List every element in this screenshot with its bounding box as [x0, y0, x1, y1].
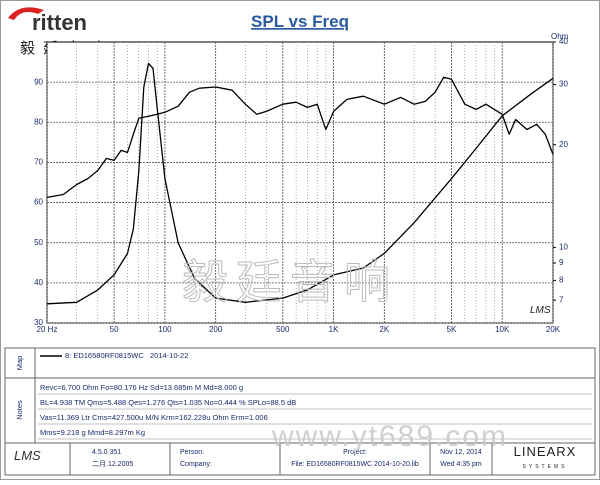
y2-tick-label: 10 — [559, 242, 568, 251]
y-tick-label: 50 — [34, 238, 43, 247]
file: File: ED16580RF0815WC 2014-10-20.lib — [291, 461, 419, 468]
chart-title: SPL vs Freq — [251, 12, 349, 31]
y2-tick-label: 7 — [559, 295, 564, 304]
note-line: Revc=6.700 Ohm Fo=80.176 Hz Sd=13.685m M… — [40, 383, 243, 392]
version-date: 二月.12.2005 — [92, 460, 133, 468]
y-tick-label: 80 — [34, 117, 43, 126]
y2-tick-label: 9 — [559, 258, 564, 267]
plot-area — [46, 41, 554, 324]
y2-tick-label: 40 — [559, 37, 568, 46]
y2-tick-label: 20 — [559, 140, 568, 149]
version: 4.5.0.351 — [92, 449, 121, 456]
x-tick-label: 200 — [209, 325, 223, 334]
x-tick-label: 100 — [158, 325, 172, 334]
plot: 20 Hz 50 100 200 500 1K 2K 5K 10K 20K 30 40 50 60 70 80… — [34, 32, 569, 334]
note-line: BL=4.938 TM Qms=5.488 Qes=1.276 Qts=1.03… — [40, 398, 296, 407]
map-label: Map — [15, 356, 24, 371]
logo-text: ritten — [32, 10, 87, 35]
person: Person: — [180, 449, 204, 456]
footer-logo: LMS — [14, 448, 41, 463]
y-tick-label: 60 — [34, 198, 43, 207]
time: Wed 4:35 pm — [440, 461, 482, 468]
brand: LINEARX — [514, 444, 577, 459]
panel-frame — [4, 347, 596, 476]
x-tick-label: 500 — [276, 325, 290, 334]
y2-tick-label: 30 — [559, 80, 568, 89]
y-tick-label: 40 — [34, 278, 43, 287]
legend-entry: 8: ED16580RF0815WC — [65, 351, 144, 360]
watermark-chinese: 毅廷音响 — [182, 256, 398, 308]
date: Nov 12, 2014 — [440, 449, 482, 456]
footer: LMS 4.5.0.351 二月.12.2005 Person: Company… — [14, 443, 577, 475]
x-tick-label: 2K — [379, 325, 389, 334]
logo-swoosh — [8, 7, 44, 20]
note-line: Mms=9.218 g Mmd=8.297m Kg — [40, 428, 145, 437]
y-tick-label: 30 — [34, 318, 43, 327]
x-tick-label: 10K — [495, 325, 510, 334]
software-mark: LMS — [530, 305, 551, 316]
curve — [46, 76, 554, 199]
project: Project: — [343, 449, 367, 456]
y2-tick-label: 8 — [559, 275, 564, 284]
x-tick-label: 20 Hz — [37, 325, 58, 334]
legend-date: 2014-10-22 — [150, 351, 188, 360]
x-tick-label: 20K — [546, 325, 561, 334]
notes: Revc=6.700 Ohm Fo=80.176 Hz Sd=13.685m M… — [38, 383, 592, 440]
x-tick-label: 5K — [447, 325, 457, 334]
company: Company: — [180, 461, 212, 468]
watermark-url: www.yt689.com — [271, 420, 508, 453]
note-line: Vas=11.369 Ltr Cms=427.500u M/N Krm=162.… — [40, 413, 268, 422]
y-tick-label: 90 — [34, 77, 43, 86]
y2-axis-label: Ohm — [551, 32, 569, 41]
x-tick-label: 1K — [329, 325, 339, 334]
curve — [46, 62, 554, 305]
y-tick-label: 70 — [34, 158, 43, 167]
notes-label: Notes — [15, 400, 24, 420]
brand-sub: SYSTEMS — [523, 464, 568, 470]
x-tick-label: 50 — [110, 325, 119, 334]
